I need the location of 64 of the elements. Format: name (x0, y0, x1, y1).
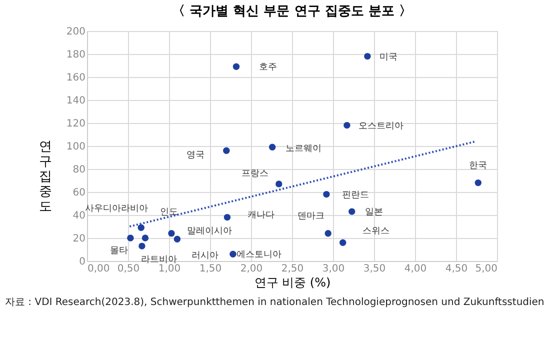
annotation: 노르웨이 (285, 144, 322, 154)
y-tick-label: 120 (66, 118, 86, 130)
x-tick-label: 2,00 (240, 264, 263, 274)
x-tick-label: 4,00 (404, 264, 427, 274)
chart-title: 〈 국가별 혁신 부문 연구 집중도 분포 〉 (172, 4, 412, 19)
annotation: 에스토니아 (236, 250, 282, 260)
annotation: 스위스 (362, 226, 390, 237)
annotation: 핀란드 (342, 190, 369, 200)
x-tick-label: 4,50 (445, 264, 468, 274)
x-tick-label: 3,50 (363, 264, 386, 274)
annotation: 몰타 (110, 246, 128, 256)
point (138, 224, 144, 231)
x-axis-title: 연구 비중 (%) (254, 276, 331, 290)
point (142, 234, 149, 242)
point (230, 250, 236, 258)
y-tick-label: 0 (79, 256, 86, 268)
annotation: 러시아 (192, 251, 219, 262)
annotation: 사우디아라비아 (84, 204, 148, 214)
point (324, 230, 332, 237)
point (224, 214, 231, 221)
y-tick-label: 80 (72, 164, 86, 176)
annotation: 일본 (364, 208, 383, 218)
point (276, 180, 282, 188)
x-tick-label: 2,50 (281, 264, 304, 274)
point (364, 52, 371, 60)
annotation: 오스트리아 (358, 121, 404, 132)
x-tick-label: 0,00 (88, 264, 110, 274)
annotation: 인도 (160, 208, 178, 218)
point (474, 179, 482, 186)
text: 자료 : VDI Research(2023.8), Schwerpunktthemen in nationalen Technologieprognosen und Zukunftsstudien (5, 297, 544, 308)
y-tick-label: 180 (66, 50, 86, 60)
point (268, 144, 276, 150)
point (339, 239, 346, 246)
point (348, 208, 356, 215)
point (232, 63, 240, 70)
x-tick-label: 1,00 (158, 264, 181, 274)
point (323, 190, 330, 198)
x-tick-label: 5,00 (475, 264, 498, 274)
y-axis-title: 연구 집중도 (39, 140, 52, 214)
annotation: 프랑스 (241, 168, 268, 179)
point (223, 147, 230, 154)
annotation: 영국 (186, 150, 204, 161)
y-tick-label: 100 (66, 142, 86, 152)
point (168, 230, 175, 237)
point (127, 234, 134, 242)
y-tick-label: 140 (66, 96, 86, 106)
annotation: 라트비아 (141, 255, 178, 265)
annotation: 호주 (259, 62, 278, 73)
annotation: 한국 (469, 160, 488, 171)
y-tick-label: 200 (66, 26, 86, 38)
y-tick-label: 40 (72, 210, 86, 222)
point (344, 122, 350, 129)
x-tick-label: 3,00 (322, 264, 345, 274)
annotation: 말레이시아 (186, 226, 232, 236)
x-tick-label: 0,50 (117, 264, 140, 274)
y-tick-label: 60 (72, 188, 86, 198)
annotation: 덴마크 (298, 211, 325, 222)
point (138, 242, 146, 250)
y-tick-label: 160 (66, 72, 86, 84)
y-tick-label: 20 (72, 234, 86, 244)
annotation: 미국 (379, 52, 398, 62)
annotation: 캐나다 (248, 210, 275, 220)
x-tick-label: 1,50 (199, 264, 222, 274)
point (174, 236, 181, 242)
